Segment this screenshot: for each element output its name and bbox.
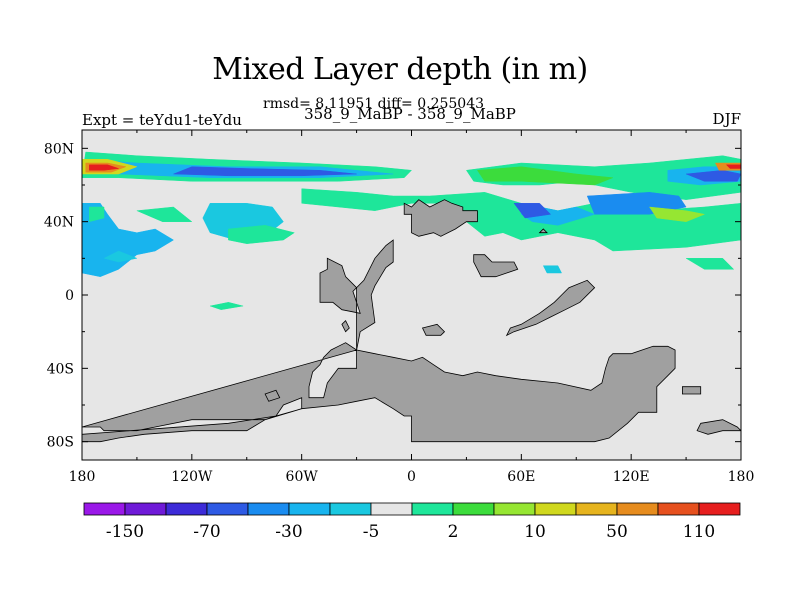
colorbar-swatch <box>247 502 290 516</box>
field-band-mid-blue-3 <box>513 203 551 219</box>
y-tick-label: 80N <box>44 141 74 157</box>
stats-text: rmsd= 8.11951 diff= 0.255043 <box>263 96 485 112</box>
land-continent-asia-north <box>403 199 478 237</box>
colorbar-label: 110 <box>683 522 715 542</box>
colorbar-swatch <box>206 502 249 516</box>
colorbar-swatch <box>288 502 331 516</box>
colorbar-swatch <box>575 502 618 516</box>
field-band-north-blue <box>173 166 357 177</box>
colorbar-label: -70 <box>193 522 220 542</box>
field-band-north-east-blue <box>685 170 741 182</box>
colorbar-swatch <box>83 502 126 516</box>
x-tick-label: 60E <box>507 469 535 485</box>
land-mask-layer <box>82 199 741 443</box>
left-subtitle: Expt = teYdu1-teYdu <box>82 111 242 129</box>
field-band-north-east-green2 <box>477 166 614 186</box>
land-island-3 <box>264 389 281 402</box>
colorbar-swatch <box>657 502 700 516</box>
x-tick-label: 120W <box>171 469 213 485</box>
field-band-mid-green-4 <box>209 302 244 310</box>
field-band-west-green-1 <box>89 206 105 222</box>
data-field-layer <box>82 151 741 310</box>
field-band-west-cyan-3 <box>103 250 138 263</box>
land-continent-east-mid <box>505 279 596 337</box>
x-tick-label: 180 <box>69 469 96 485</box>
x-axis: 180 120W 60W 0 60E 120E 180 <box>69 130 755 485</box>
colorbar-swatch <box>124 502 167 516</box>
colorbar-label: 2 <box>448 522 459 542</box>
field-band-north-east-red <box>726 164 741 169</box>
y-axis: 80N 40N 0 40S 80S <box>44 141 741 451</box>
right-subtitle: DJF <box>712 110 741 128</box>
colorbar: -150 -70 -30 -5 2 10 50 110 <box>83 502 741 542</box>
y-tick-label: 40S <box>47 361 74 377</box>
land-continent-asia-east <box>473 254 519 278</box>
colorbar-swatch <box>370 502 413 516</box>
colorbar-swatch <box>452 502 495 516</box>
colorbar-label: -5 <box>363 522 380 542</box>
colorbar-swatch <box>698 502 741 516</box>
x-tick-label: 0 <box>407 469 416 485</box>
land-island-1 <box>341 320 350 333</box>
land-island-5 <box>696 419 741 435</box>
colorbar-swatch <box>411 502 454 516</box>
y-tick-label: 0 <box>65 288 74 304</box>
field-band-mid-green-6 <box>737 228 741 241</box>
y-tick-label: 40N <box>44 215 74 231</box>
center-subtitle: 358_9_MaBP - 358_9_MaBP <box>304 105 516 123</box>
y-tick-label: 80S <box>47 435 74 451</box>
land-island-2 <box>421 323 446 336</box>
chart-title: Mixed Layer depth (in m) <box>212 52 588 87</box>
land-island-4 <box>682 386 702 395</box>
field-band-mid-green-5 <box>685 258 734 270</box>
field-band-mid-cyan-4 <box>543 265 562 274</box>
colorbar-swatch <box>493 502 536 516</box>
land-island-6 <box>538 228 548 234</box>
colorbar-label: -150 <box>106 522 144 542</box>
colorbar-label: -30 <box>275 522 302 542</box>
colorbar-swatch <box>534 502 577 516</box>
colorbar-swatch <box>616 502 659 516</box>
field-band-north-red <box>89 164 119 171</box>
land-continent-europe-africa <box>319 239 394 351</box>
field-band-mid-yellow <box>649 206 705 222</box>
colorbar-swatch <box>165 502 208 516</box>
field-band-west-green-2 <box>228 225 295 244</box>
x-tick-label: 120E <box>613 469 650 485</box>
x-tick-label: 180 <box>728 469 755 485</box>
field-band-west-green-3 <box>136 206 193 222</box>
land-continent-antarctic <box>82 342 676 443</box>
colorbar-label: 50 <box>606 522 628 542</box>
colorbar-label: 10 <box>524 522 546 542</box>
colorbar-swatch <box>329 502 372 516</box>
x-tick-label: 60W <box>286 469 319 485</box>
